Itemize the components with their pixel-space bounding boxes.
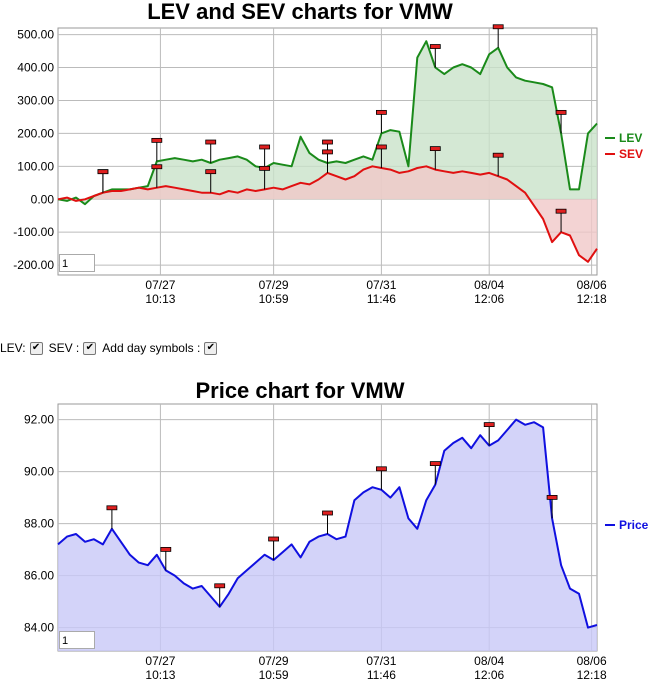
y-tick-label: 88.00: [24, 517, 54, 531]
day-symbols-label: Add day symbols :: [102, 341, 201, 355]
day-symbol-flag: [375, 466, 387, 472]
day-symbol-flag: [151, 164, 163, 170]
day-symbols: [97, 24, 567, 233]
x-tick-time: 12:18: [577, 292, 607, 306]
legend: LEV SEV: [605, 131, 643, 161]
y-tick-label: 86.00: [24, 569, 54, 583]
day-symbol-flag: [492, 24, 504, 30]
x-tick-date: 07/31: [366, 278, 396, 292]
legend-label: LEV: [619, 131, 642, 145]
x-tick-date: 07/27: [145, 278, 175, 292]
legend-label: SEV: [619, 147, 643, 161]
y-tick-labels: 92.00 90.00 88.00 86.00 84.00: [24, 413, 54, 635]
day-symbols: [106, 422, 558, 607]
legend: Price: [605, 518, 649, 532]
y-tick-label: 300.00: [17, 93, 54, 107]
day-symbol-flag: [483, 422, 495, 427]
lev-sev-chart: LEV and SEV charts for VMW 500.00 400.00 3…: [13, 0, 643, 306]
x-tick-time: 12:06: [474, 668, 504, 682]
price-chart: Price chart for VMW 92.00 90.00 88.00 86.00…: [24, 378, 649, 682]
x-tick-date: 07/29: [259, 654, 289, 668]
series-toggles: LEV: ✔ SEV : ✔ Add day symbols : ✔: [0, 341, 221, 355]
series-areas: [58, 41, 597, 262]
x-tick-date: 08/04: [474, 654, 504, 668]
day-symbol-flag: [106, 505, 118, 511]
lev-checkbox[interactable]: ✔: [29, 341, 43, 355]
legend-label: Price: [619, 518, 649, 532]
x-tick-date: 07/27: [145, 654, 175, 668]
y-tick-label: 100.00: [17, 159, 54, 173]
day-symbols-checkbox[interactable]: ✔: [204, 341, 218, 355]
day-symbol-flag: [259, 165, 271, 171]
chart-title: LEV and SEV charts for VMW: [147, 0, 453, 24]
x-tick-time: 11:46: [367, 668, 396, 682]
series-area-lev: [58, 41, 597, 205]
day-symbol-flag: [555, 208, 567, 214]
y-tick-label: 200.00: [17, 126, 54, 140]
series-areas: [58, 419, 597, 651]
day-symbol-flag: [429, 146, 441, 152]
day-symbol-flag: [322, 510, 333, 516]
x-tick-time: 12:18: [577, 668, 607, 682]
series-area-price: [58, 419, 597, 651]
day-symbol-flag: [268, 536, 280, 542]
y-tick-label: 400.00: [17, 61, 54, 75]
y-tick-label: -200.00: [13, 258, 54, 272]
x-tick-date: 08/04: [474, 278, 504, 292]
chart-title: Price chart for VMW: [195, 378, 404, 403]
x-tick-time: 10:59: [259, 292, 289, 306]
day-symbol-flag: [205, 139, 217, 145]
day-symbol-flag: [375, 144, 387, 150]
zoom-input[interactable]: 1: [59, 631, 95, 649]
day-symbol-flag: [259, 144, 271, 150]
y-tick-label: 90.00: [24, 465, 54, 479]
x-tick-date: 08/06: [577, 278, 607, 292]
day-symbol-flag: [322, 139, 333, 145]
series-area-sev: [58, 166, 597, 262]
y-tick-label: 84.00: [24, 621, 54, 635]
day-symbol-flag: [97, 169, 109, 175]
day-symbol-flag: [151, 137, 163, 143]
day-symbol-flag: [375, 109, 387, 115]
day-symbol-flag: [555, 109, 567, 115]
lev-toggle-label: LEV:: [0, 341, 26, 355]
y-tick-label: 500.00: [17, 28, 54, 42]
day-symbol-flag: [492, 152, 504, 158]
x-tick-time: 10:59: [259, 668, 289, 682]
day-symbol-flag: [322, 149, 333, 155]
day-symbol-flag: [214, 583, 226, 589]
x-tick-date: 07/29: [259, 278, 289, 292]
x-tick-date: 08/06: [577, 654, 607, 668]
x-tick-date: 07/31: [366, 654, 396, 668]
y-tick-labels: 500.00 400.00 300.00 200.00 100.00 0.00 -100.0…: [13, 28, 54, 273]
x-tick-time: 10:13: [145, 668, 175, 682]
day-symbol-flag: [546, 495, 558, 500]
day-symbol-flag: [429, 461, 441, 466]
y-tick-label: -100.00: [13, 225, 54, 239]
y-tick-label: 92.00: [24, 413, 54, 427]
zoom-input[interactable]: 1: [59, 254, 95, 272]
sev-checkbox[interactable]: ✔: [83, 341, 97, 355]
day-symbol-flag: [160, 546, 172, 552]
y-tick-label: 0.00: [31, 192, 55, 206]
x-tick-time: 12:06: [474, 292, 504, 306]
x-tick-time: 10:13: [145, 292, 175, 306]
day-symbol-flag: [429, 44, 441, 49]
sev-toggle-label: SEV :: [48, 341, 80, 355]
day-symbol-flag: [205, 169, 217, 175]
x-tick-time: 11:46: [367, 292, 396, 306]
